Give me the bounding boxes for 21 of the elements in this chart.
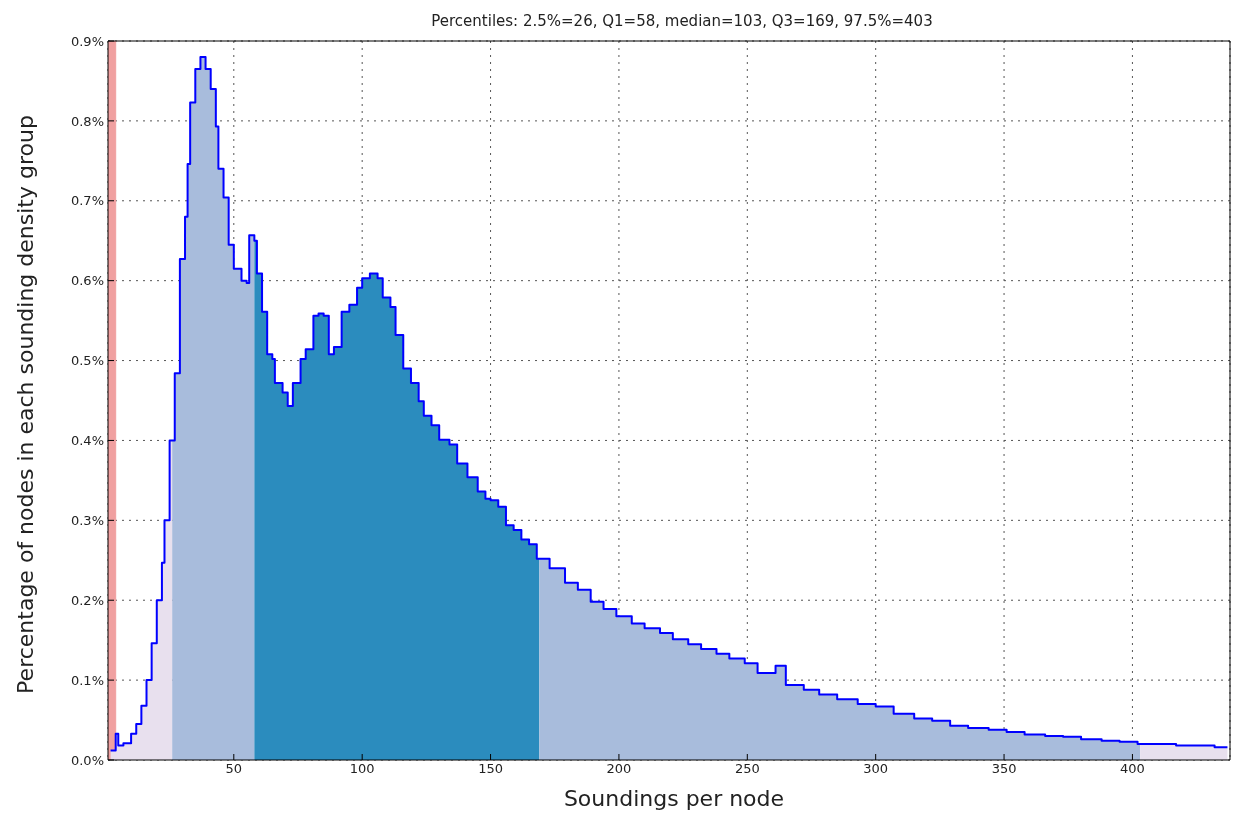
y-tick-label: 0.2% — [70, 592, 104, 608]
x-tick-label: 150 — [478, 761, 503, 777]
x-tick-label: 200 — [606, 761, 632, 777]
y-tick-label: 0.9% — [70, 33, 104, 49]
y-tick-label: 0.7% — [70, 193, 104, 209]
x-tick-label: 50 — [225, 761, 243, 777]
x-tick-label: 300 — [863, 761, 889, 777]
y-tick-label: 0.8% — [70, 113, 104, 129]
x-tick-label: 350 — [991, 761, 1017, 777]
y-tick-label: 0.0% — [70, 752, 104, 768]
y-axis-title: Percentage of nodes in each sounding density group — [12, 115, 38, 694]
y-tick-label: 0.5% — [70, 353, 104, 369]
y-tick-label: 0.3% — [70, 512, 104, 528]
y-tick-label: 0.1% — [70, 672, 104, 688]
x-tick-label: 400 — [1120, 761, 1145, 777]
x-tick-label: 250 — [734, 761, 760, 777]
chart-title: Percentiles: 2.5%=26, Q1=58, median=103, Q3=169, 97.5%=403 — [430, 12, 934, 30]
x-axis-title: Soundings per node — [562, 786, 786, 811]
x-tick-label: 100 — [349, 761, 375, 777]
y-tick-label: 0.6% — [70, 273, 104, 289]
y-tick-label: 0.4% — [70, 433, 104, 449]
